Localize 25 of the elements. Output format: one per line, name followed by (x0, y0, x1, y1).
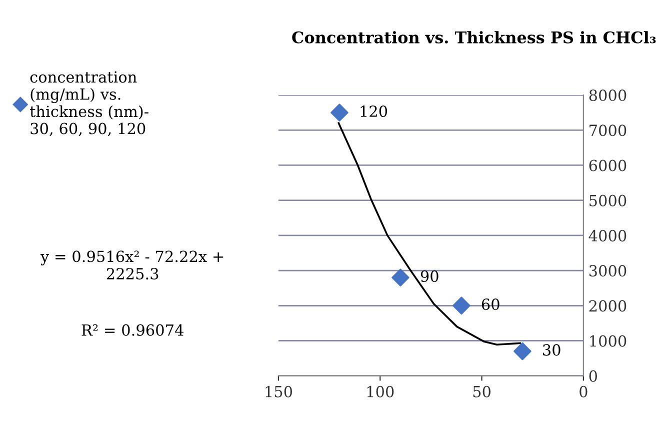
x-tick-label: 100 (367, 386, 394, 398)
y-tick-label: 5000 (590, 194, 626, 206)
legend-label: concentration (mg/mL) vs. thickness (nm)- 30, 60, 90, 120 (30, 71, 148, 136)
y-tick-label: 6000 (589, 160, 626, 172)
point (392, 268, 410, 286)
point (452, 296, 470, 315)
point (514, 342, 532, 360)
y-tick-label: 3000 (589, 265, 626, 277)
annotation: 120 (360, 105, 388, 118)
x-tick-label: 0 (580, 386, 588, 398)
y-tick-label: 8000 (589, 90, 626, 102)
y-tick-label: 4000 (588, 230, 626, 242)
chart-title: Concentration vs. Thickness PS in CHCl₃ (292, 31, 656, 44)
annotation: 30 (543, 344, 560, 356)
point (330, 104, 348, 122)
y-tick-label: 7000 (590, 124, 626, 136)
x-tick-label: 50 (473, 386, 490, 398)
y-tick-label: 2000 (589, 300, 626, 312)
annotation: 90 (420, 270, 438, 282)
text: y = 0.9516x² - 72.22x + 2225.3 (40, 250, 224, 280)
y-tick-label: 0 (589, 370, 598, 382)
text: R² = 0.96074 (82, 324, 184, 336)
y-tick-label: 1000 (590, 335, 626, 347)
annotation: 60 (482, 298, 500, 310)
x-tick-label: 150 (266, 386, 292, 398)
